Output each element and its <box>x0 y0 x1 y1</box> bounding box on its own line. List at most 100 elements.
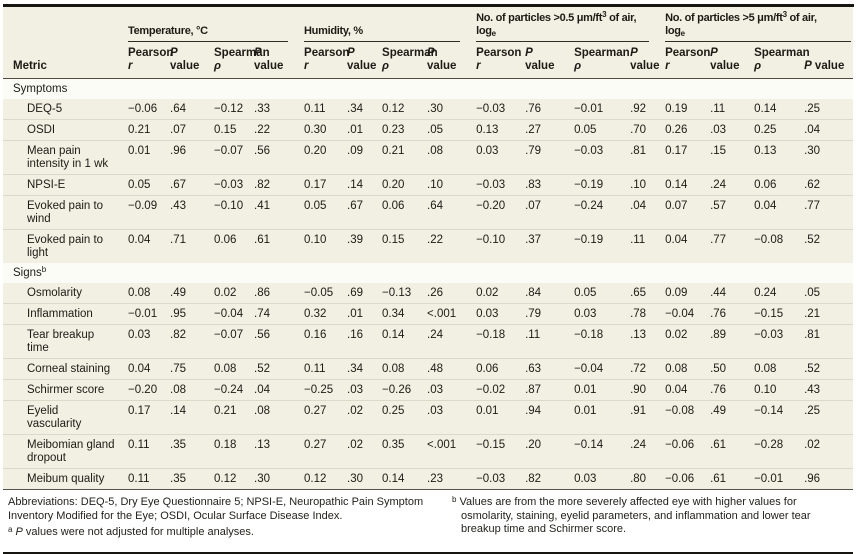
value-cell: .04 <box>628 195 664 230</box>
value-cell: .74 <box>252 303 303 325</box>
value-cell: 0.21 <box>380 140 426 175</box>
value-cell: −0.09 <box>126 195 168 230</box>
value-cell: .96 <box>802 468 854 489</box>
value-cell: .86 <box>254 287 270 299</box>
value-cell: .15 <box>708 140 753 175</box>
column-group-header-particles-0-5: No. of particles >0.5 μm/ft3 of air, loge <box>474 7 663 42</box>
value-cell: .24 <box>425 324 475 359</box>
value-cell: 0.17 <box>126 400 168 435</box>
value-cell: .22 <box>252 119 303 141</box>
value-cell: 0.03 <box>572 468 629 489</box>
value-cell: .22 <box>425 229 475 263</box>
value-cell: .13 <box>252 434 303 469</box>
column-subheader: Pearson r <box>126 42 173 79</box>
value-cell: .08 <box>168 379 212 401</box>
subheader-line-2: value <box>347 60 377 72</box>
value-cell: 0.01 <box>572 400 629 435</box>
value-cell: 0.30 <box>302 119 346 141</box>
value-cell: .20 <box>523 434 573 469</box>
value-cell: .95 <box>168 303 212 325</box>
value-cell: .30 <box>252 468 303 489</box>
value-cell: 0.17 <box>663 140 709 175</box>
value-cell: 0.14 <box>663 174 709 196</box>
column-subheader: Spearman ρ <box>752 42 810 79</box>
subheader-line-2: r <box>665 60 670 72</box>
subheader-line-1: Spearman <box>382 47 438 59</box>
value-cell: 0.05 <box>572 119 629 141</box>
subheader-line-2: r <box>476 60 481 72</box>
value-cell: −0.19 <box>572 229 629 263</box>
value-cell: −0.02 <box>474 379 524 401</box>
value-cell: .80 <box>628 468 664 489</box>
value-cell: .64 <box>425 195 475 230</box>
column-group-label: Temperature, °C <box>128 25 289 42</box>
value-cell: 0.14 <box>754 103 777 115</box>
correlation-table: Metric Temperature, °C Humidity, % No. of p… <box>3 7 854 489</box>
metric-column-header: Metric <box>3 7 126 79</box>
value-cell: .13 <box>628 324 664 359</box>
value-cell: 0.03 <box>126 324 168 359</box>
value-cell: .03 <box>425 379 475 401</box>
value-cell: .67 <box>168 174 212 196</box>
value-cell: −0.14 <box>572 434 629 469</box>
value-cell: .49 <box>170 287 186 299</box>
value-cell: 0.08 <box>380 358 426 380</box>
value-cell: .35 <box>168 468 212 489</box>
metric-label: Inflammation <box>27 308 93 320</box>
metric-cell: Evoked pain to light <box>3 229 126 263</box>
value-cell: .94 <box>523 400 573 435</box>
value-cell: −0.04 <box>663 303 709 325</box>
table-row: Corneal staining 0.04.75 0.08.52 0.11.34 0.0… <box>3 358 854 380</box>
value-cell: −0.12 <box>214 103 244 115</box>
column-subheader: Spearman ρ <box>380 42 438 79</box>
subheader-line-1: Pearson <box>476 47 522 59</box>
metric-label: Meibum quality <box>27 473 105 485</box>
column-group-label-line: No. of particles >5 μm/ft3 of air, <box>665 10 817 25</box>
value-cell: .43 <box>168 195 212 230</box>
value-cell: 0.16 <box>302 324 346 359</box>
value-cell: .83 <box>523 174 573 196</box>
value-cell: .02 <box>345 400 381 435</box>
subheader-line-1: Spearman <box>574 47 630 59</box>
value-cell: .08 <box>425 140 475 175</box>
table-row: OSDI 0.21.07 0.15.22 0.30.01 0.23.05 0.13.27 0… <box>3 119 854 141</box>
metric-cell: NPSI-E <box>3 174 126 196</box>
value-cell: −0.03 <box>752 324 803 359</box>
value-cell: .02 <box>802 434 854 469</box>
subheader-line-1: P <box>630 47 638 59</box>
metric-label: Evoked pain to wind <box>27 200 104 225</box>
value-cell: 0.05 <box>126 174 168 196</box>
value-cell: 0.10 <box>302 229 346 263</box>
value-cell: 0.08 <box>663 358 709 380</box>
metric-label: OSDI <box>27 124 56 136</box>
subheader-line-2: value <box>710 60 740 72</box>
value-cell: .76 <box>708 379 753 401</box>
value-cell: .61 <box>708 434 753 469</box>
value-cell: .03 <box>708 119 753 141</box>
column-group-label-line: loge <box>665 25 685 38</box>
column-group-label-line: loge <box>476 25 496 38</box>
metric-label: Mean pain intensity in 1 wk <box>27 145 109 170</box>
value-cell: 0.25 <box>752 119 803 141</box>
value-cell: .24 <box>708 174 753 196</box>
value-cell: 0.12 <box>212 468 252 489</box>
value-cell: 0.04 <box>126 229 168 263</box>
metric-label: Evoked pain to light <box>27 234 104 259</box>
value-cell: .63 <box>523 358 573 380</box>
table-row: Meibum quality 0.11.35 0.12.30 0.12.30 0.14.… <box>3 468 854 489</box>
value-cell: .82 <box>252 174 303 196</box>
footnote-text: Abbreviations: DEQ-5, Dry Eye Questionna… <box>8 496 424 522</box>
value-cell: 0.11 <box>302 358 346 380</box>
value-cell: −0.03 <box>474 468 524 489</box>
metric-label: NPSI-E <box>27 179 66 191</box>
table-bottom-rule <box>3 489 853 490</box>
value-cell: 0.23 <box>380 119 426 141</box>
value-cell: 0.20 <box>380 174 426 196</box>
section-label: Symptoms <box>3 78 854 99</box>
metric-label: Meibomian gland dropout <box>27 439 115 464</box>
value-cell: −0.28 <box>752 434 803 469</box>
